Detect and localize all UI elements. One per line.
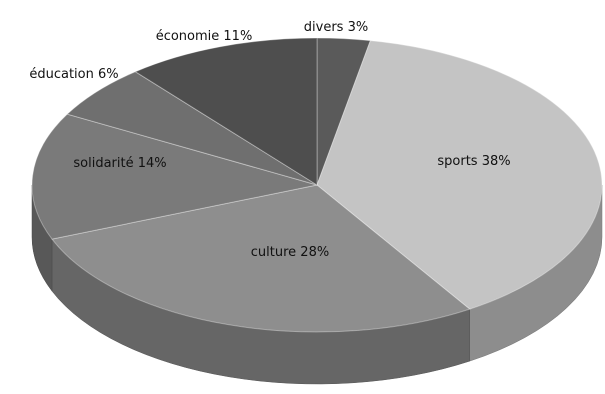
slice-label-education: éducation 6% [29,67,118,82]
pie-slice-divers [316,37,372,186]
pie-slice-solidarite [31,113,318,240]
pie-slice-economie [134,37,318,186]
pie-slice-culture [51,184,471,333]
pie-label-layer: divers 3% sports 38% culture 28% solidar… [29,20,510,260]
pie-slice-sports [316,40,603,310]
pie-top-layer [31,37,603,333]
pie-slice-education [66,71,318,186]
slice-label-economie: économie 11% [156,29,253,44]
slice-label-sports: sports 38% [437,154,510,169]
slice-label-divers: divers 3% [304,20,368,35]
slice-label-culture: culture 28% [251,245,329,260]
slice-label-solidarite: solidarité 14% [73,156,166,171]
